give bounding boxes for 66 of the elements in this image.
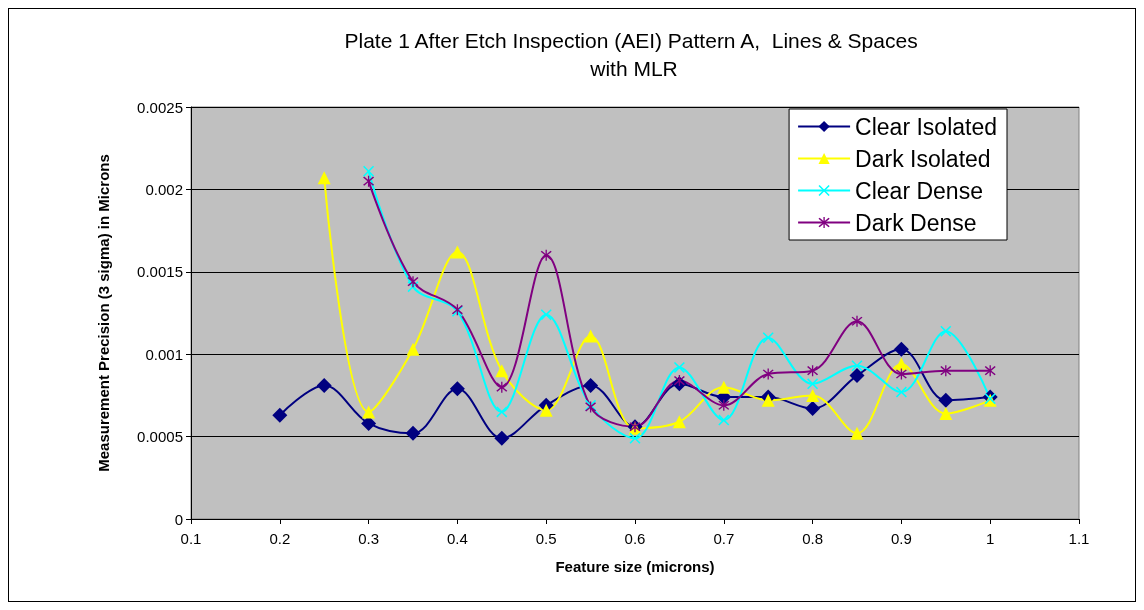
x-tick-label: 0.6 xyxy=(624,530,646,547)
point xyxy=(761,393,775,407)
y-tick-label: 0.0015 xyxy=(137,263,183,281)
x-tick-label: 0.2 xyxy=(269,530,291,547)
point xyxy=(807,365,819,377)
point xyxy=(272,407,288,423)
point xyxy=(496,406,508,418)
point xyxy=(494,430,510,446)
point xyxy=(629,432,641,444)
legend-label: Dark Dense xyxy=(855,209,977,236)
x-tick-label: 0.1 xyxy=(180,530,202,547)
point xyxy=(717,380,731,394)
point xyxy=(851,360,863,372)
point xyxy=(406,342,420,356)
legend-label: Dark Isolated xyxy=(855,145,991,172)
point xyxy=(940,365,952,377)
point xyxy=(673,375,685,387)
point xyxy=(939,407,953,421)
legend-label: Clear Dense xyxy=(855,177,983,204)
y-tick-label: 0.0025 xyxy=(137,98,183,116)
x-axis-title: Feature size (microns) xyxy=(555,558,715,575)
point xyxy=(807,378,819,390)
chart-title: Plate 1 After Etch Inspection (AEI) Pattern A, Lines & Spaces with MLR xyxy=(344,28,924,80)
x-tick-label: 0.3 xyxy=(358,530,380,547)
x-tick-label: 1 xyxy=(986,530,995,547)
point xyxy=(938,392,954,408)
point xyxy=(850,426,864,440)
point xyxy=(584,329,598,343)
point xyxy=(495,364,509,378)
y-tick-label: 0.0005 xyxy=(137,428,183,446)
point xyxy=(718,414,730,426)
point xyxy=(805,401,821,417)
point xyxy=(849,368,865,384)
y-tick-label: 0.001 xyxy=(145,345,183,363)
point xyxy=(450,245,464,259)
y-tick-label: 0 xyxy=(174,510,183,528)
point xyxy=(893,341,909,357)
point xyxy=(583,378,599,394)
legend-label: Clear Isolated xyxy=(855,113,998,140)
point xyxy=(405,425,421,441)
point xyxy=(851,315,863,327)
point xyxy=(718,399,730,411)
x-tick-label: 0.4 xyxy=(446,530,468,547)
x-tick-label: 1.1 xyxy=(1068,530,1090,547)
point xyxy=(362,405,376,419)
point xyxy=(540,249,552,261)
point xyxy=(540,309,552,321)
point xyxy=(806,388,820,402)
point xyxy=(894,357,908,371)
x-tick-label: 0.5 xyxy=(535,530,557,547)
point xyxy=(895,386,907,398)
x-tick-label: 0.8 xyxy=(802,530,824,547)
point xyxy=(539,403,553,417)
point xyxy=(316,378,332,394)
point xyxy=(407,276,419,288)
x-tick-label: 0.7 xyxy=(713,530,735,547)
point xyxy=(672,415,686,429)
point xyxy=(449,381,465,397)
y-axis-title: Measurement Precision (3 sigma) in Microns xyxy=(94,154,112,472)
point xyxy=(317,171,331,185)
point xyxy=(940,325,952,337)
point xyxy=(673,361,685,373)
x-tick-label: 0.9 xyxy=(890,530,912,547)
y-tick-label: 0.002 xyxy=(145,180,183,198)
point xyxy=(363,165,375,177)
point xyxy=(762,332,774,344)
